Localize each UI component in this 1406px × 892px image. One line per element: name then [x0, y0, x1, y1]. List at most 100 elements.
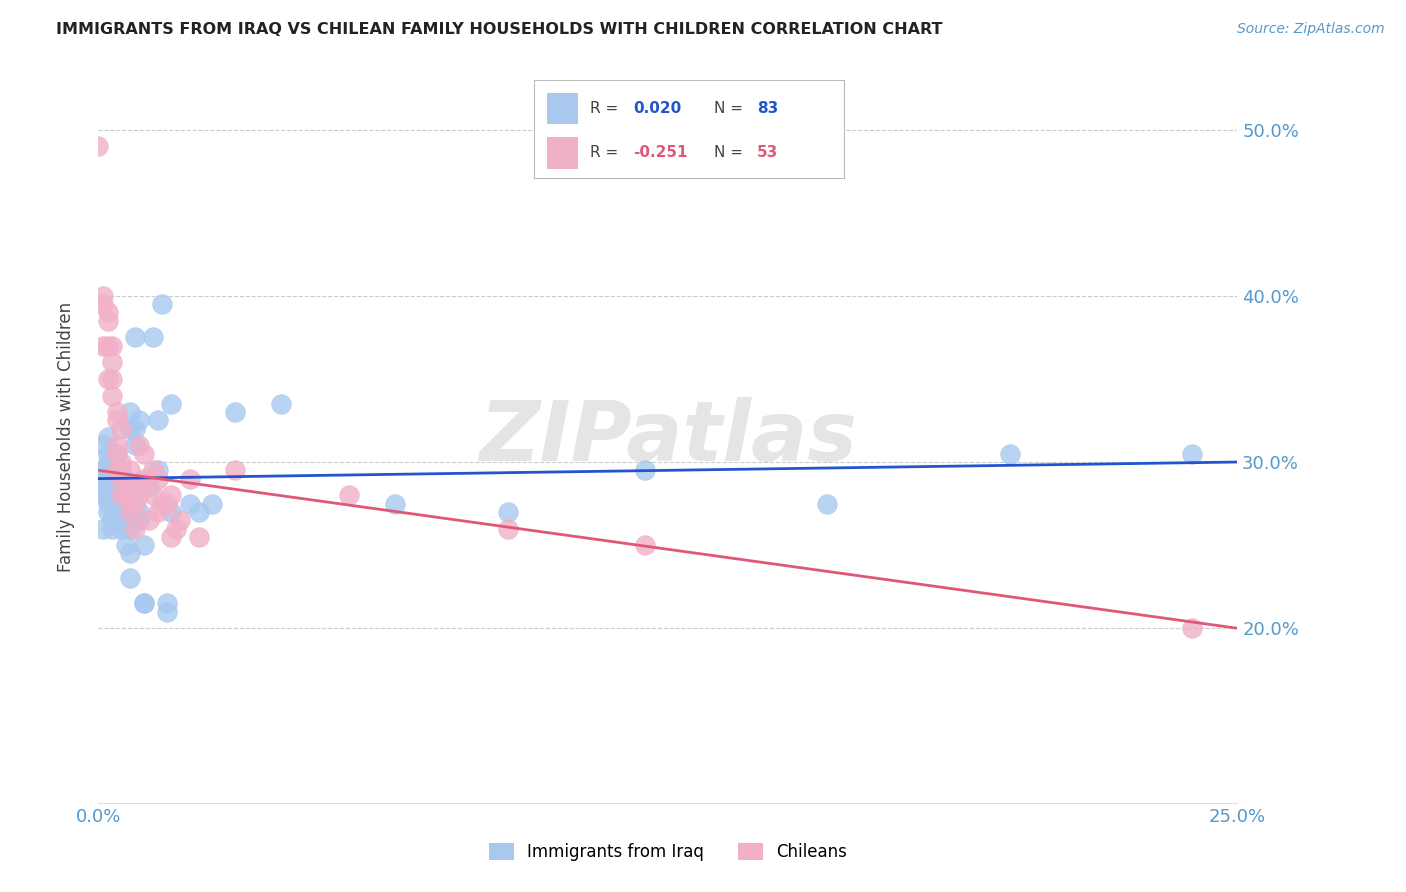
Text: 83: 83 — [756, 101, 779, 116]
Point — [160, 488, 183, 502]
Text: Source: ZipAtlas.com: Source: ZipAtlas.com — [1237, 22, 1385, 37]
Point — [146, 505, 169, 519]
Point — [101, 521, 124, 535]
Point — [120, 521, 142, 535]
Point — [114, 480, 136, 494]
Point — [998, 447, 1021, 461]
Point — [132, 596, 155, 610]
Point — [96, 305, 118, 319]
Point — [146, 413, 169, 427]
Point — [105, 447, 128, 461]
Point — [101, 513, 124, 527]
Point — [132, 596, 155, 610]
Point — [105, 405, 128, 419]
Point — [160, 505, 183, 519]
Point — [105, 505, 128, 519]
Point — [105, 463, 128, 477]
Point — [124, 330, 146, 344]
Point — [105, 413, 128, 427]
Point — [105, 513, 128, 527]
Point — [96, 505, 118, 519]
Point — [96, 447, 118, 461]
Point — [96, 480, 118, 494]
Point — [124, 497, 146, 511]
Point — [114, 538, 136, 552]
Point — [110, 422, 132, 436]
Point — [101, 497, 124, 511]
Point — [124, 438, 146, 452]
Point — [815, 497, 838, 511]
Point — [101, 455, 124, 469]
Point — [105, 488, 128, 502]
Point — [110, 505, 132, 519]
Bar — [547, 93, 578, 124]
Point — [96, 472, 118, 486]
Point — [156, 596, 179, 610]
Point — [91, 521, 114, 535]
Point — [91, 438, 114, 452]
Text: 0.020: 0.020 — [633, 101, 682, 116]
Point — [124, 513, 146, 527]
Point — [105, 480, 128, 494]
Point — [146, 463, 169, 477]
Point — [120, 505, 142, 519]
Point — [120, 405, 142, 419]
Point — [128, 438, 150, 452]
Text: -0.251: -0.251 — [633, 145, 688, 161]
Point — [187, 530, 209, 544]
Point — [165, 521, 187, 535]
Point — [101, 472, 124, 486]
Point — [124, 521, 146, 535]
Point — [105, 497, 128, 511]
Point — [96, 372, 118, 386]
Point — [124, 497, 146, 511]
Point — [634, 538, 657, 552]
Point — [105, 497, 128, 511]
Point — [498, 521, 520, 535]
Point — [201, 497, 224, 511]
Point — [156, 497, 179, 511]
Point — [150, 297, 173, 311]
Point — [110, 521, 132, 535]
Y-axis label: Family Households with Children: Family Households with Children — [56, 302, 75, 572]
Point — [91, 289, 114, 303]
Point — [120, 546, 142, 560]
Point — [1181, 447, 1204, 461]
Point — [160, 397, 183, 411]
Point — [156, 605, 179, 619]
Point — [337, 488, 360, 502]
Point — [120, 488, 142, 502]
Point — [101, 355, 124, 369]
Point — [224, 463, 246, 477]
Point — [179, 472, 201, 486]
Point — [160, 530, 183, 544]
Text: N =: N = — [714, 145, 748, 161]
Point — [96, 430, 118, 444]
Text: ZIPatlas: ZIPatlas — [479, 397, 856, 477]
Point — [138, 480, 160, 494]
Point — [120, 497, 142, 511]
Point — [101, 372, 124, 386]
Point — [128, 488, 150, 502]
Point — [120, 422, 142, 436]
Point — [105, 447, 128, 461]
Point — [128, 505, 150, 519]
Point — [96, 455, 118, 469]
Point — [1181, 621, 1204, 635]
Point — [124, 480, 146, 494]
Point — [87, 472, 110, 486]
Point — [110, 463, 132, 477]
Point — [101, 339, 124, 353]
Point — [96, 497, 118, 511]
Point — [384, 497, 406, 511]
Point — [132, 538, 155, 552]
Point — [110, 480, 132, 494]
Point — [105, 480, 128, 494]
Point — [91, 297, 114, 311]
Point — [91, 463, 114, 477]
Point — [142, 330, 165, 344]
Text: R =: R = — [591, 101, 623, 116]
Point — [96, 314, 118, 328]
Point — [110, 472, 132, 486]
Point — [114, 480, 136, 494]
